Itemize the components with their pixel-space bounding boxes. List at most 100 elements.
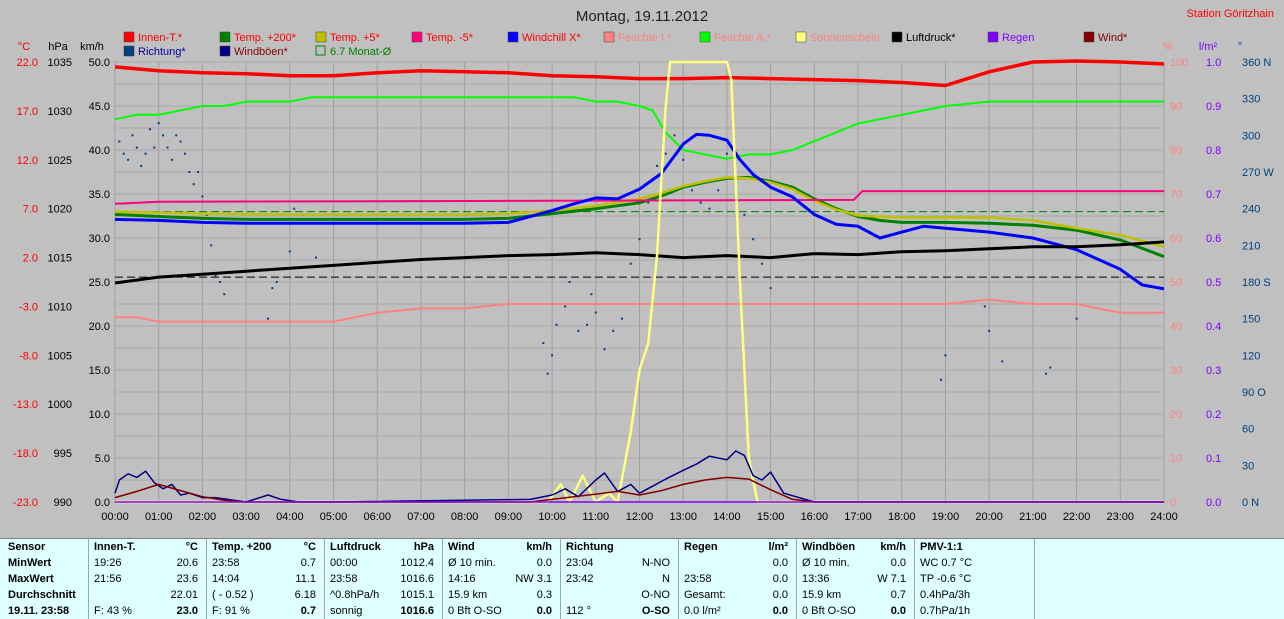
x-tick-label: 02:00 (189, 511, 217, 523)
summary-row: 00:00 1012.4 (324, 555, 442, 571)
legend-label: Windchill X* (522, 32, 581, 44)
summary-row: Durchschnitt (0, 587, 88, 603)
summary-value: 0.3 (536, 589, 552, 601)
temp-tick-label: -13.0 (13, 399, 38, 411)
direction-tick-label: 0 N (1242, 497, 1259, 509)
legend-label: Regen (1002, 32, 1034, 44)
humidity-tick-label: 20 (1170, 409, 1182, 421)
direction-point (214, 274, 217, 277)
summary-header: Wind km/h (442, 539, 560, 555)
summary-column: Innen-T. °C 19:26 20.6 21:56 23.6 22.01 F: 43 %… (88, 539, 207, 619)
summary-label: 00:00 (330, 557, 358, 569)
summary-column: Regen l/m² 0.0 23:58 0.0 Gesamt: 0.0 0.0 l/m² 0.… (678, 539, 797, 619)
x-tick-label: 16:00 (801, 511, 829, 523)
summary-row: 0 Bft O-SO 0.0 (442, 603, 560, 619)
temp-tick-label: -18.0 (13, 448, 38, 460)
direction-tick-label: 30 (1242, 460, 1254, 472)
temp-tick-label: 7.0 (23, 204, 38, 216)
direction-point (266, 317, 269, 320)
summary-value: hPa (413, 541, 434, 553)
summary-label: F: 43 % (94, 605, 132, 617)
summary-value: 1016.6 (400, 605, 434, 617)
summary-row: 112 ° O-SO (560, 603, 678, 619)
summary-value: NW 3.1 (515, 573, 552, 585)
wind-tick-label: 30.0 (89, 233, 110, 245)
summary-column: PMV-1:1 WC 0.7 °C TP -0.6 °C 0.4hPa/3h 0.7hP… (914, 539, 1035, 619)
rain-tick-label: 0.8 (1206, 145, 1221, 157)
pressure-tick-label: 1010 (48, 301, 72, 313)
direction-tick-label: 180 S (1242, 277, 1271, 289)
summary-column: Sensor MinWert MaxWert Durchschnitt 19.11. 2… (0, 539, 89, 619)
grid-lines (114, 61, 1165, 503)
x-tick-label: 00:00 (101, 511, 129, 523)
legend-label: Feuchte I.* (618, 32, 672, 44)
summary-value: 0.7 (300, 605, 316, 617)
summary-label: 13:36 (802, 573, 830, 585)
summary-label: 0 Bft O-SO (448, 605, 502, 617)
x-tick-label: 22:00 (1063, 511, 1091, 523)
summary-table: Sensor MinWert MaxWert Durchschnitt 19.11. 2… (0, 538, 1284, 619)
summary-row: 0.7hPa/1h (914, 603, 1034, 619)
direction-point (135, 146, 138, 149)
summary-header: Luftdruck hPa (324, 539, 442, 555)
summary-row: 23:58 0.7 (206, 555, 324, 571)
pressure-tick-label: 990 (54, 497, 72, 509)
x-tick-label: 12:00 (626, 511, 654, 523)
legend-label: Sonnenschein (810, 32, 880, 44)
x-tick-label: 05:00 (320, 511, 348, 523)
direction-point (555, 323, 558, 326)
temp-tick-label: 22.0 (17, 57, 38, 69)
x-tick-label: 13:00 (669, 511, 697, 523)
summary-header: Regen l/m² (678, 539, 796, 555)
x-tick-label: 07:00 (407, 511, 435, 523)
summary-value: N-NO (641, 557, 670, 569)
summary-row: 13:36 W 7.1 (796, 571, 914, 587)
legend-label: Windböen* (234, 46, 289, 58)
direction-point (603, 348, 606, 351)
summary-label: 14:16 (448, 573, 476, 585)
summary-header: Temp. +200 °C (206, 539, 324, 555)
direction-point (760, 262, 763, 265)
summary-value: O-SO (641, 605, 670, 617)
x-tick-label: 11:00 (582, 511, 609, 523)
legend-swatch (603, 31, 615, 43)
summary-value: 1012.4 (400, 557, 434, 569)
summary-label: Innen-T. (94, 541, 136, 553)
direction-point (288, 250, 291, 253)
humidity-tick-label: 70 (1170, 189, 1182, 201)
summary-label: TP -0.6 °C (920, 573, 972, 585)
summary-value: 22.01 (170, 589, 198, 601)
direction-point (271, 287, 274, 290)
legend-swatch (219, 31, 231, 43)
wind-tick-label: 15.0 (89, 365, 110, 377)
direction-point (1044, 372, 1047, 375)
summary-row: 19:26 20.6 (88, 555, 206, 571)
legend-swatch (411, 31, 423, 43)
pressure-tick-label: 1000 (48, 399, 72, 411)
summary-value: l/m² (768, 541, 788, 553)
rain-tick-label: 0.3 (1206, 365, 1221, 377)
legend: Innen-T.* Temp. +200* Temp. +5* Temp. -5* Wi… (123, 31, 1128, 58)
humidity-tick-label: 60 (1170, 233, 1182, 245)
series-line (115, 298, 1164, 323)
direction-point (655, 164, 658, 167)
summary-label: Temp. +200 (212, 541, 272, 553)
x-tick-label: 09:00 (495, 511, 523, 523)
x-tick-label: 08:00 (451, 511, 479, 523)
summary-row: 21:56 23.6 (88, 571, 206, 587)
direction-point (682, 158, 685, 161)
summary-row: 0 Bft O-SO 0.0 (796, 603, 914, 619)
direction-point (192, 183, 195, 186)
summary-value: 23.6 (176, 573, 198, 585)
summary-label: WC 0.7 °C (920, 557, 973, 569)
direction-axis-header: ° (1238, 41, 1242, 53)
legend-label: Richtung* (138, 46, 186, 58)
temp-tick-label: -8.0 (19, 350, 38, 362)
rain-tick-label: 0.5 (1206, 277, 1221, 289)
direction-tick-label: 90 O (1242, 387, 1266, 399)
direction-point (638, 238, 641, 241)
direction-point (127, 158, 130, 161)
direction-tick-label: 360 N (1242, 57, 1271, 69)
humidity-tick-label: 0 (1170, 497, 1176, 509)
pressure-tick-label: 1005 (48, 350, 72, 362)
